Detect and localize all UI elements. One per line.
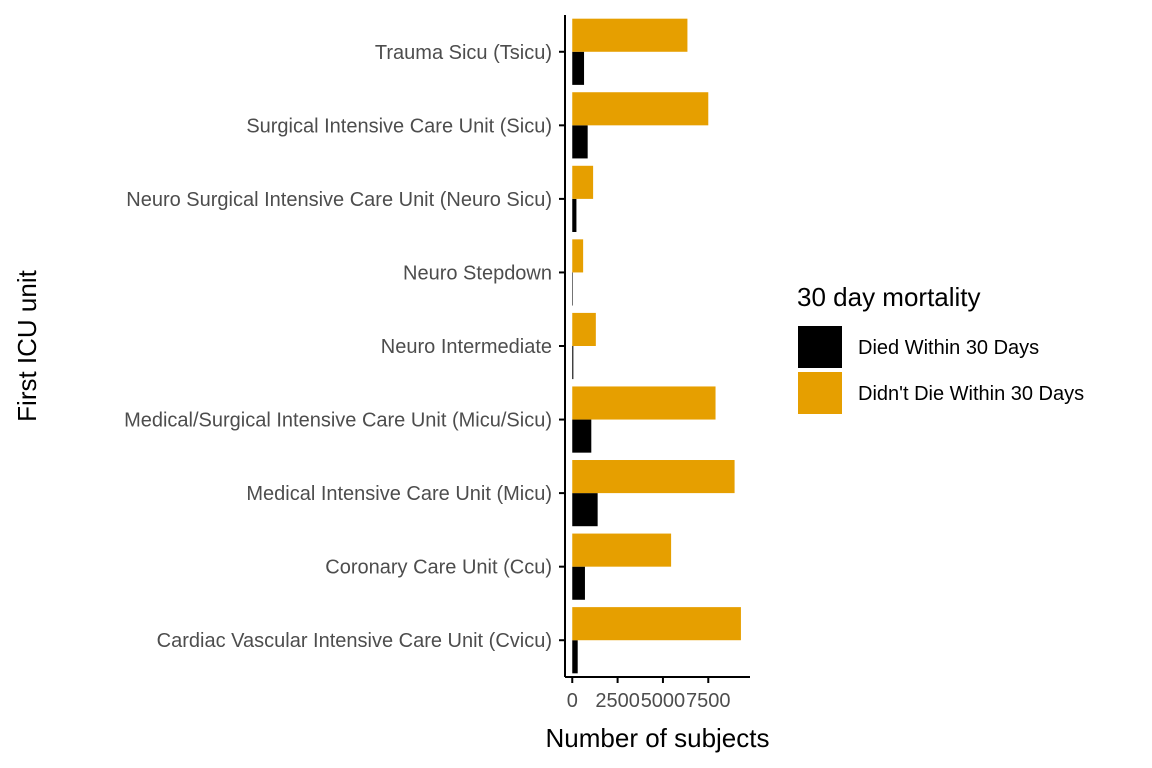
x-axis-ticks: 0 2500 5000 7500 — [567, 677, 731, 712]
bar-died-7 — [572, 125, 588, 159]
legend-title: 30 day mortality — [797, 282, 981, 312]
legend-key-0 — [798, 326, 842, 368]
legend: 30 day mortality Died Within 30 Days Didn… — [797, 282, 1084, 414]
bar-survived-3 — [572, 386, 716, 420]
y-tick-label-4: Neuro Intermediate — [381, 336, 552, 358]
bar-survived-2 — [572, 460, 735, 494]
y-tick-label-2: Medical Intensive Care Unit (Micu) — [246, 483, 552, 505]
bar-survived-8 — [572, 18, 688, 52]
x-axis-title: Number of subjects — [546, 723, 770, 753]
bar-died-6 — [572, 198, 577, 232]
x-tick-label-0: 0 — [567, 690, 578, 712]
bar-died-1 — [572, 566, 585, 600]
y-tick-label-7: Surgical Intensive Care Unit (Sicu) — [246, 115, 552, 137]
y-tick-label-0: Cardiac Vascular Intensive Care Unit (Cv… — [157, 630, 552, 652]
x-tick-label-2: 5000 — [641, 690, 686, 712]
legend-label-0: Died Within 30 Days — [858, 337, 1039, 359]
legend-key-1 — [798, 372, 842, 414]
y-tick-label-8: Trauma Sicu (Tsicu) — [375, 42, 552, 64]
y-axis-ticks: Cardiac Vascular Intensive Care Unit (Cv… — [124, 42, 565, 652]
bar-died-3 — [572, 419, 592, 453]
bar-survived-1 — [572, 533, 672, 567]
y-tick-label-1: Coronary Care Unit (Ccu) — [325, 557, 552, 579]
y-tick-label-6: Neuro Surgical Intensive Care Unit (Neur… — [126, 189, 552, 211]
bar-died-8 — [572, 51, 585, 85]
y-tick-label-3: Medical/Surgical Intensive Care Unit (Mi… — [124, 410, 552, 432]
bar-died-0 — [572, 640, 578, 674]
x-tick-label-1: 2500 — [595, 690, 640, 712]
y-tick-label-5: Neuro Stepdown — [403, 262, 552, 284]
bar-survived-6 — [572, 165, 594, 199]
bar-died-4 — [572, 346, 574, 380]
bar-survived-0 — [572, 607, 741, 641]
bar-survived-5 — [572, 239, 584, 273]
bar-died-5 — [572, 272, 573, 306]
x-tick-label-3: 7500 — [686, 690, 731, 712]
bar-died-2 — [572, 493, 598, 527]
y-axis-title: First ICU unit — [12, 269, 42, 421]
bars-layer — [572, 18, 741, 674]
legend-label-1: Didn't Die Within 30 Days — [858, 383, 1084, 405]
bar-survived-4 — [572, 312, 596, 346]
bar-survived-7 — [572, 92, 709, 126]
